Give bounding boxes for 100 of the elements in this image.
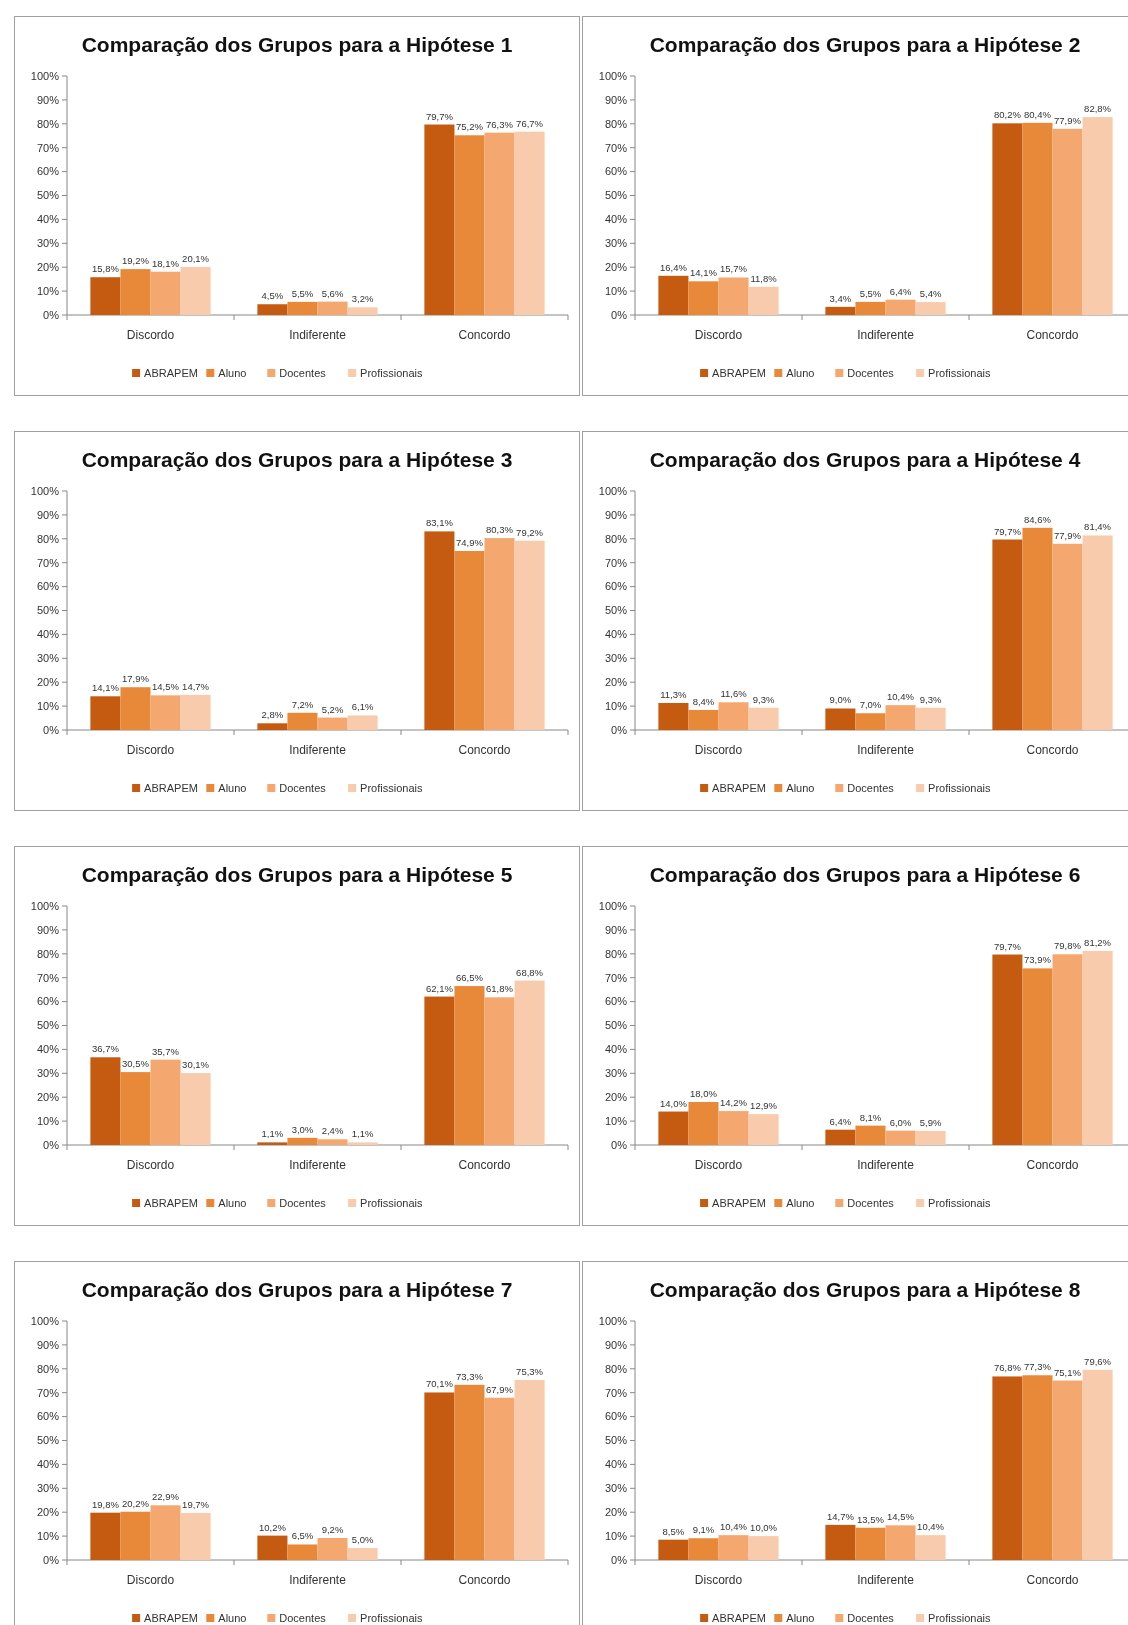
y-tick-label: 10% xyxy=(36,1529,60,1542)
y-tick-label: 30% xyxy=(36,1482,60,1495)
data-label: 76,7% xyxy=(516,117,544,129)
bar xyxy=(454,1384,485,1560)
bar xyxy=(484,132,515,315)
y-tick-label: 10% xyxy=(604,699,628,712)
y-tick-label: 90% xyxy=(36,923,60,936)
bar xyxy=(150,1059,181,1145)
y-tick-label: 30% xyxy=(36,1067,60,1080)
y-tick-label: 0% xyxy=(611,723,628,736)
bar xyxy=(855,1125,886,1145)
data-label: 10,4% xyxy=(887,691,915,703)
y-tick-label: 20% xyxy=(604,676,628,689)
bar xyxy=(1082,535,1113,730)
data-label: 8,4% xyxy=(692,695,715,707)
data-label: 3,0% xyxy=(291,1123,314,1135)
y-tick-label: 40% xyxy=(604,628,628,641)
x-tick-label: Concordo xyxy=(1026,743,1079,757)
x-tick-label: Indiferente xyxy=(857,328,915,342)
bar xyxy=(150,695,181,730)
chart-title: Comparação dos Grupos para a Hipótese 3 xyxy=(81,448,513,471)
y-tick-label: 30% xyxy=(604,652,628,665)
bar xyxy=(347,1548,378,1560)
y-tick-label: 20% xyxy=(36,1091,60,1104)
y-tick-label: 40% xyxy=(604,1043,628,1056)
x-tick-label: Discordo xyxy=(694,328,743,342)
data-label: 5,0% xyxy=(351,1534,374,1546)
data-label: 8,5% xyxy=(662,1525,685,1537)
y-tick-label: 20% xyxy=(36,261,60,274)
data-label: 3,4% xyxy=(829,292,852,304)
y-tick-label: 30% xyxy=(604,1067,628,1080)
bar xyxy=(688,709,719,730)
data-label: 5,4% xyxy=(919,288,942,300)
y-tick-label: 80% xyxy=(36,532,60,545)
data-label: 73,3% xyxy=(456,1370,484,1382)
x-tick-label: Discordo xyxy=(126,743,175,757)
bar xyxy=(90,1057,121,1145)
y-tick-label: 40% xyxy=(604,213,628,226)
y-tick-label: 70% xyxy=(36,1386,60,1399)
legend-label: ABRAPEM xyxy=(144,1196,198,1209)
data-label: 3,2% xyxy=(351,293,374,305)
y-tick-label: 60% xyxy=(36,995,60,1008)
legend-label: Docentes xyxy=(847,781,895,794)
bar xyxy=(90,277,121,315)
bar xyxy=(90,696,121,730)
y-tick-label: 10% xyxy=(36,1114,60,1127)
data-label: 19,7% xyxy=(182,1498,210,1510)
data-label: 19,2% xyxy=(122,255,150,267)
y-tick-label: 0% xyxy=(43,723,60,736)
legend-label: Aluno xyxy=(218,1611,247,1624)
data-label: 79,8% xyxy=(1054,940,1082,952)
bar xyxy=(120,269,151,315)
y-tick-label: 70% xyxy=(604,971,628,984)
bar xyxy=(424,124,455,315)
bar xyxy=(424,996,455,1145)
y-tick-label: 40% xyxy=(604,1458,628,1471)
bar xyxy=(718,1111,749,1145)
x-tick-label: Concordo xyxy=(1026,1158,1079,1172)
y-tick-label: 90% xyxy=(36,93,60,106)
bar xyxy=(180,1512,211,1560)
data-label: 5,5% xyxy=(859,287,882,299)
data-label: 75,1% xyxy=(1054,1366,1082,1378)
bar xyxy=(484,997,515,1145)
data-label: 11,8% xyxy=(750,272,778,284)
y-tick-label: 60% xyxy=(36,1410,60,1423)
legend-label: Profissionais xyxy=(360,781,423,794)
data-label: 1,1% xyxy=(261,1128,284,1140)
bar xyxy=(454,135,485,315)
legend-label: Aluno xyxy=(786,1196,815,1209)
y-tick-label: 70% xyxy=(604,1386,628,1399)
bar xyxy=(658,1539,689,1560)
data-label: 81,2% xyxy=(1084,936,1112,948)
data-label: 79,7% xyxy=(993,525,1022,537)
y-tick-label: 0% xyxy=(43,1553,60,1566)
y-tick-label: 30% xyxy=(36,237,60,250)
legend-label: ABRAPEM xyxy=(712,781,766,794)
legend-label: Docentes xyxy=(279,1611,327,1624)
y-tick-label: 100% xyxy=(598,484,628,497)
data-label: 6,0% xyxy=(889,1116,912,1128)
data-label: 1,1% xyxy=(351,1128,374,1140)
data-label: 79,6% xyxy=(1084,1355,1112,1367)
y-tick-label: 100% xyxy=(30,69,60,82)
y-tick-label: 10% xyxy=(604,284,628,297)
data-label: 77,3% xyxy=(1024,1361,1052,1373)
bar xyxy=(287,1137,318,1145)
x-tick-label: Discordo xyxy=(694,743,743,757)
legend-label: Profissionais xyxy=(928,1196,991,1209)
legend-label: ABRAPEM xyxy=(144,781,198,794)
chart-title: Comparação dos Grupos para a Hipótese 1 xyxy=(81,33,513,56)
legend-label: Profissionais xyxy=(360,366,423,379)
legend-label: Docentes xyxy=(279,781,327,794)
bar xyxy=(1052,1380,1083,1560)
x-tick-label: Discordo xyxy=(126,328,175,342)
bar xyxy=(1082,950,1113,1145)
data-label: 77,9% xyxy=(1054,529,1082,541)
bar xyxy=(718,1535,749,1560)
data-label: 14,7% xyxy=(182,680,210,692)
y-tick-label: 50% xyxy=(604,1434,628,1447)
bar xyxy=(748,1114,779,1145)
legend-label: ABRAPEM xyxy=(712,366,766,379)
